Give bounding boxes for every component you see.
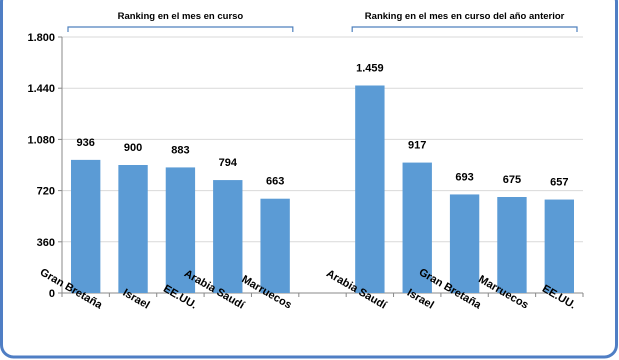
group-label: Ranking en el mes en curso (118, 11, 244, 22)
data-label: 657 (550, 177, 568, 189)
data-label: 794 (219, 157, 238, 169)
bar-ee-uu- (165, 167, 196, 293)
bar-ee-uu- (544, 199, 575, 293)
bar-marruecos (260, 198, 290, 293)
data-label: 675 (503, 174, 521, 186)
y-tick-label: 1.440 (27, 83, 55, 95)
bar-arabia-saud- (213, 180, 243, 293)
data-label: 883 (171, 144, 189, 156)
data-label: 917 (408, 140, 426, 152)
y-tick-label: 1.800 (27, 32, 55, 44)
bar-arabia-saud- (355, 85, 385, 294)
y-tick-label: 1.080 (27, 134, 55, 146)
bar-israel (118, 165, 148, 293)
group-bracket-1 (351, 26, 578, 32)
y-tick-label: 360 (37, 237, 55, 249)
bar-gran-breta-a (449, 194, 480, 293)
bar-gran-breta-a (70, 159, 101, 293)
group-bracket-0 (67, 26, 294, 32)
group-label: Ranking en el mes en curso del año anter… (365, 11, 565, 22)
data-label: 936 (77, 137, 95, 149)
data-label: 663 (266, 176, 284, 188)
y-tick-label: 0 (49, 288, 55, 300)
data-label: 900 (124, 142, 142, 154)
y-tick-label: 720 (37, 186, 55, 198)
data-label: 1.459 (356, 62, 384, 74)
data-label: 693 (455, 171, 473, 183)
bar-israel (402, 162, 432, 293)
bar-marruecos (497, 197, 527, 293)
